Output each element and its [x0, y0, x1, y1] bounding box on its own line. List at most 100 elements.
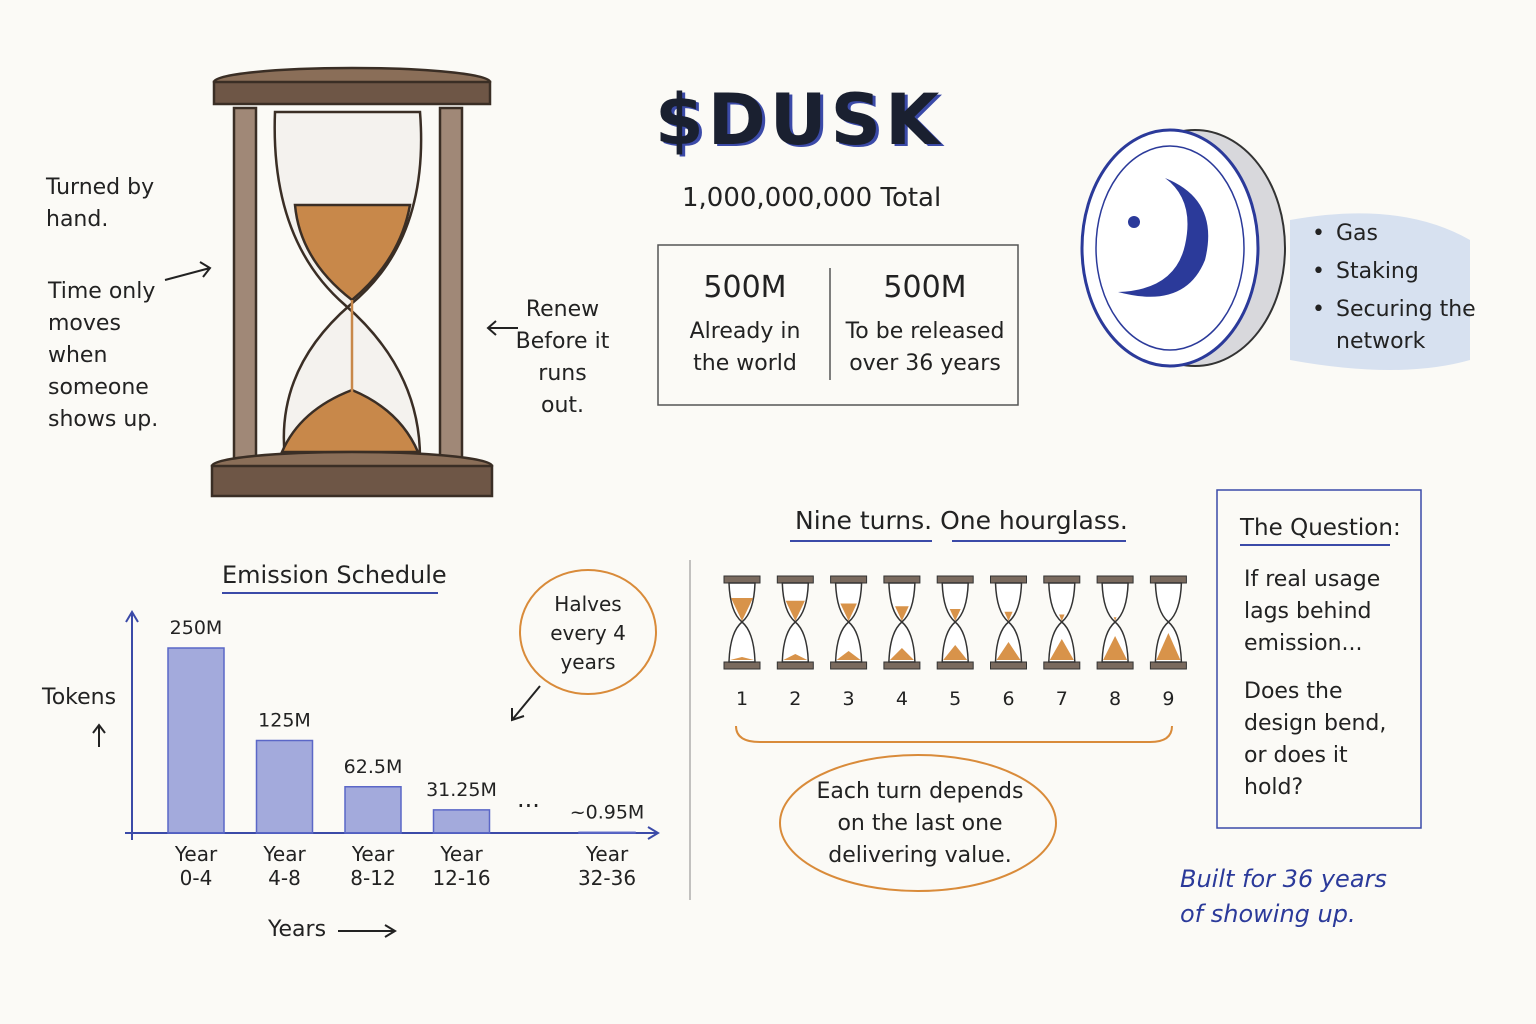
- turn-number: 8: [1109, 688, 1121, 710]
- sand: [1004, 611, 1013, 621]
- hourglass-glass: [994, 582, 1023, 663]
- section-title: Nine turns. One hourglass.: [795, 506, 1128, 535]
- hourglass-glass: [728, 582, 756, 663]
- sand: [1049, 639, 1074, 660]
- bullet: •: [1312, 258, 1325, 284]
- token-use: Staking •: [1310, 256, 1486, 288]
- sand: [949, 609, 961, 621]
- question-title: The Question:: [1240, 515, 1401, 541]
- bar: [255, 739, 314, 834]
- small-hourglass: [723, 575, 761, 670]
- sand: [783, 654, 808, 660]
- small-hourglass: [883, 575, 921, 670]
- turn-number: 2: [789, 688, 801, 710]
- hourglass-glass: [834, 582, 863, 663]
- x-tick-label: Year 8-12: [350, 842, 396, 890]
- small-hourglass: [830, 575, 868, 670]
- supply-box: [657, 244, 1019, 406]
- turn-number: 9: [1162, 688, 1174, 710]
- token-use: Gas •: [1310, 218, 1486, 250]
- bar: [578, 831, 636, 834]
- note-bubble: [779, 754, 1057, 892]
- hourglass-cap: [883, 575, 921, 584]
- sand: [1059, 614, 1065, 621]
- hourglass-cap: [990, 661, 1027, 670]
- supply-amount: 500M: [883, 270, 967, 305]
- x-tick-label: Year 0-4: [174, 842, 218, 890]
- hourglass-cap: [883, 661, 921, 670]
- value-label: 31.25M: [426, 779, 497, 801]
- token-use: Securing the network •: [1310, 294, 1486, 358]
- small-hourglass: [1096, 575, 1134, 670]
- turn-number: 6: [1002, 688, 1014, 710]
- y-label: Tokens: [42, 685, 117, 710]
- bar: [432, 809, 491, 834]
- hourglass-cap: [776, 661, 814, 670]
- hourglass: [210, 66, 494, 498]
- small-hourglass: [1043, 575, 1081, 670]
- sand: [1103, 636, 1128, 660]
- note: Time only moves when someone shows up.: [48, 279, 159, 432]
- sand: [996, 642, 1021, 660]
- question-line: If real usage lags behind emission...: [1244, 567, 1381, 656]
- hourglass-cap: [723, 661, 761, 670]
- hourglass-cap: [1043, 661, 1081, 670]
- bar: [344, 786, 402, 834]
- gap-marker: ...: [517, 785, 540, 813]
- hourglass-cap: [990, 575, 1027, 584]
- turn-number: 7: [1056, 688, 1068, 710]
- sand: [1113, 617, 1117, 621]
- hourglass-glass: [1154, 582, 1183, 663]
- note: Turned by hand.: [46, 175, 155, 232]
- annotation: Halves every 4 years: [550, 592, 626, 674]
- question-box: [1216, 489, 1422, 829]
- sand: [943, 645, 968, 660]
- hourglass-glass: [888, 582, 916, 663]
- supply-amount: 500M: [703, 270, 787, 305]
- small-hourglass: [776, 575, 814, 670]
- turn-number: 5: [949, 688, 961, 710]
- hourglass-glass: [941, 582, 969, 663]
- small-hourglass: [990, 575, 1027, 670]
- x-tick-label: Year 32-36: [577, 842, 637, 890]
- question-line: Does the design bend, or does it hold?: [1244, 679, 1387, 800]
- turn-number: 4: [896, 688, 908, 710]
- small-hourglass: [936, 575, 974, 670]
- footer: Built for 36 years of showing up.: [1180, 865, 1387, 928]
- note-arrow: [486, 320, 518, 336]
- x-label: Years: [268, 917, 327, 942]
- total-supply: 1,000,000,000 Total: [682, 183, 942, 213]
- hourglass-cap: [776, 575, 814, 584]
- chart-title: Emission Schedule: [222, 561, 447, 589]
- sand: [895, 606, 909, 621]
- hourglass-glass: [1101, 582, 1129, 663]
- value-label: 125M: [258, 710, 311, 732]
- hourglass-cap: [723, 575, 761, 584]
- bar: [167, 647, 225, 834]
- value-label: 62.5M: [344, 756, 403, 778]
- value-label: ~0.95M: [570, 801, 645, 823]
- title: $DUSK: [655, 79, 944, 161]
- turn-number: 1: [736, 688, 748, 710]
- x-tick-label: Year 4-8: [263, 842, 306, 890]
- turn-number: 3: [843, 688, 855, 710]
- hourglass-cap: [1043, 575, 1081, 584]
- hourglass-cap: [936, 575, 974, 584]
- supply-label: Already in the world: [689, 319, 801, 376]
- supply-label: To be released over 36 years: [845, 319, 1005, 376]
- annotation-bubble: [519, 569, 657, 695]
- hourglass-cap: [830, 661, 868, 670]
- x-tick-label: Year 12-16: [432, 842, 491, 890]
- bullet: •: [1312, 221, 1325, 246]
- hourglass-cap: [830, 575, 868, 584]
- bullet: •: [1312, 296, 1325, 322]
- hourglass-glass: [781, 582, 810, 663]
- sand: [730, 657, 754, 660]
- hourglass-cap: [1149, 575, 1187, 584]
- note: Renew Before it runs out.: [515, 297, 610, 418]
- note-arrow: [164, 261, 212, 281]
- brace: [735, 725, 1173, 743]
- value-label: 250M: [170, 617, 223, 639]
- sand: [840, 603, 857, 621]
